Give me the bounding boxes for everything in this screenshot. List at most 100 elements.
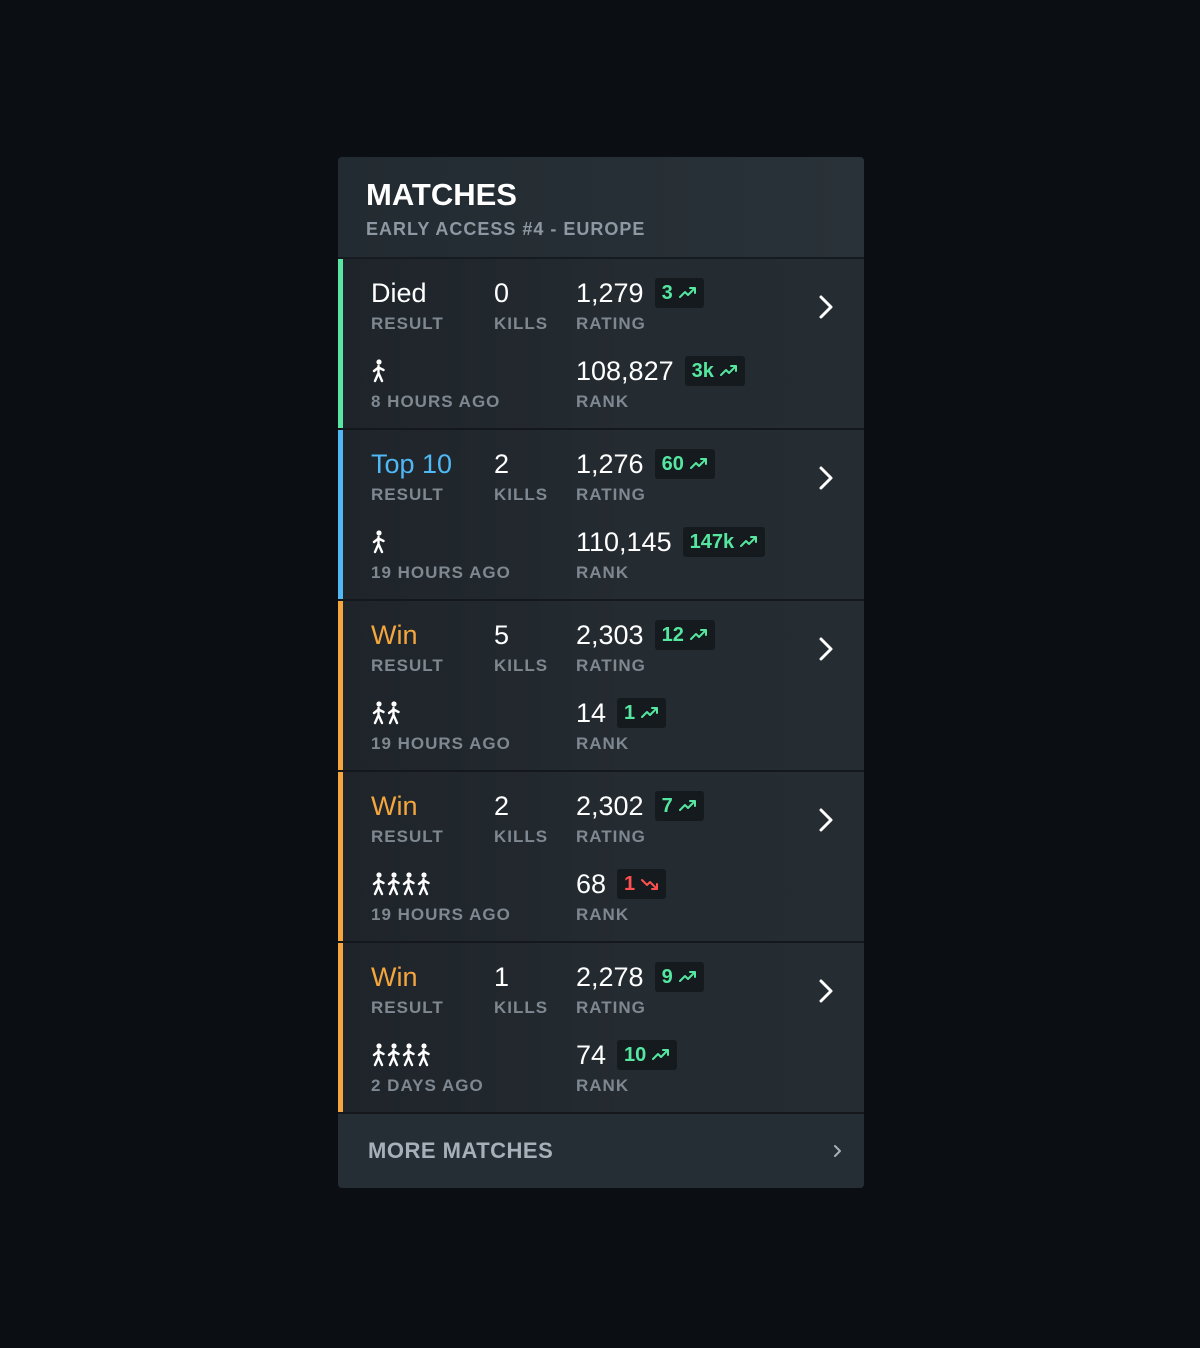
chevron-right-icon[interactable] (814, 463, 838, 493)
kills-label: KILLS (494, 485, 549, 504)
trend-up-icon (719, 365, 737, 376)
result-value: Win (371, 620, 418, 650)
solo-person-icon (371, 526, 511, 558)
rating-delta-badge: 9 (654, 962, 704, 992)
rank-row: 110,145 147k (576, 526, 766, 558)
chevron-right-icon (834, 1145, 841, 1157)
rating-delta-badge: 7 (654, 791, 704, 821)
rank-label: RANK (576, 1076, 630, 1095)
rating-cell: 2,303 12 RATING (576, 619, 715, 676)
match-row[interactable]: Win RESULT 2 KILLS 2,302 7 RATING 19 HOURS AGO 6… (338, 772, 864, 943)
more-matches-label: MORE MATCHES (368, 1138, 554, 1163)
rank-cell: 74 10 RANK (576, 1039, 678, 1096)
solo-person-icon (371, 355, 500, 387)
rating-delta-value: 3 (661, 281, 673, 304)
more-matches-button[interactable]: MORE MATCHES (338, 1114, 864, 1188)
rank-value: 68 (576, 869, 607, 899)
rank-value: 14 (576, 698, 607, 728)
rank-delta-value: 1 (624, 701, 636, 724)
kills-label: KILLS (494, 827, 549, 846)
rank-row: 74 10 (576, 1039, 678, 1071)
match-row[interactable]: Win RESULT 5 KILLS 2,303 12 RATING 19 HOURS AGO… (338, 601, 864, 772)
result-label: RESULT (371, 656, 444, 675)
result-value: Top 10 (371, 449, 453, 479)
rank-delta-value: 147k (689, 530, 735, 553)
match-list: Died RESULT 0 KILLS 1,279 3 RATING 8 HOURS AGO 1… (338, 259, 864, 1114)
kills-value: 1 (494, 962, 510, 992)
chevron-right-icon[interactable] (814, 805, 838, 835)
kills-value: 2 (494, 791, 510, 821)
result-label: RESULT (371, 314, 444, 333)
rank-delta-badge: 147k (682, 527, 766, 557)
match-row[interactable]: Top 10 RESULT 2 KILLS 1,276 60 RATING 19 HOURS … (338, 430, 864, 601)
rating-cell: 1,279 3 RATING (576, 277, 704, 334)
person-icon (372, 359, 385, 383)
match-row[interactable]: Died RESULT 0 KILLS 1,279 3 RATING 8 HOURS AGO 1… (338, 259, 864, 430)
kills-cell: 1 KILLS (494, 961, 548, 1018)
match-row[interactable]: Win RESULT 1 KILLS 2,278 9 RATING 2 DAYS AGO 74 1… (338, 943, 864, 1114)
rank-delta-badge: 1 (617, 869, 667, 899)
kills-cell: 2 KILLS (494, 790, 548, 847)
mode-time-cell: 2 DAYS AGO (371, 1039, 484, 1096)
result-accent-bar (338, 943, 343, 1112)
result-accent-bar (338, 259, 343, 428)
rank-delta-badge: 1 (617, 698, 667, 728)
trend-up-icon (641, 707, 659, 718)
rank-cell: 108,827 3k RANK (576, 355, 745, 412)
person-icon (372, 1043, 385, 1067)
trend-up-icon (740, 536, 758, 547)
rank-delta-badge: 10 (617, 1040, 678, 1070)
result-cell: Win RESULT (371, 619, 444, 676)
person-icon (387, 872, 400, 896)
rating-cell: 2,302 7 RATING (576, 790, 704, 847)
result-accent-bar (338, 430, 343, 599)
result-cell: Top 10 RESULT (371, 448, 452, 505)
rating-cell: 2,278 9 RATING (576, 961, 704, 1018)
rank-label: RANK (576, 734, 630, 753)
chevron-right-icon[interactable] (814, 976, 838, 1006)
time-ago-label: 19 HOURS AGO (371, 734, 511, 753)
rating-value: 2,278 (576, 962, 644, 992)
rank-row: 68 1 (576, 868, 667, 900)
kills-value: 2 (494, 449, 510, 479)
kills-cell: 2 KILLS (494, 448, 548, 505)
mode-time-cell: 19 HOURS AGO (371, 868, 511, 925)
chevron-right-icon[interactable] (814, 634, 838, 664)
result-label: RESULT (371, 827, 444, 846)
rating-label: RATING (576, 314, 646, 333)
kills-value: 5 (494, 620, 510, 650)
trend-up-icon (678, 971, 696, 982)
kills-label: KILLS (494, 656, 549, 675)
rating-delta-badge: 12 (654, 620, 715, 650)
result-accent-bar (338, 772, 343, 941)
mode-time-cell: 19 HOURS AGO (371, 697, 511, 754)
trend-up-icon (652, 1049, 670, 1060)
rating-row: 2,302 7 (576, 790, 704, 822)
rating-label: RATING (576, 485, 646, 504)
rating-label: RATING (576, 998, 646, 1017)
card-title: MATCHES (366, 177, 517, 212)
rating-label: RATING (576, 827, 646, 846)
rating-value: 1,279 (576, 278, 644, 308)
rating-delta-value: 12 (661, 623, 684, 646)
time-ago-label: 8 HOURS AGO (371, 392, 501, 411)
rating-row: 1,279 3 (576, 277, 704, 309)
rank-label: RANK (576, 905, 630, 924)
result-cell: Win RESULT (371, 790, 444, 847)
rank-cell: 14 1 RANK (576, 697, 667, 754)
rating-row: 2,303 12 (576, 619, 715, 651)
chevron-right-icon[interactable] (814, 292, 838, 322)
rank-delta-value: 1 (624, 872, 636, 895)
result-cell: Win RESULT (371, 961, 444, 1018)
kills-value: 0 (494, 278, 510, 308)
squad-people-icon (371, 1039, 484, 1071)
rating-label: RATING (576, 656, 646, 675)
rank-row: 108,827 3k (576, 355, 745, 387)
time-ago-label: 19 HOURS AGO (371, 905, 511, 924)
kills-cell: 0 KILLS (494, 277, 548, 334)
rating-cell: 1,276 60 RATING (576, 448, 715, 505)
rating-row: 1,276 60 (576, 448, 715, 480)
rank-value: 108,827 (576, 356, 674, 386)
result-value: Win (371, 791, 418, 821)
rank-row: 14 1 (576, 697, 667, 729)
